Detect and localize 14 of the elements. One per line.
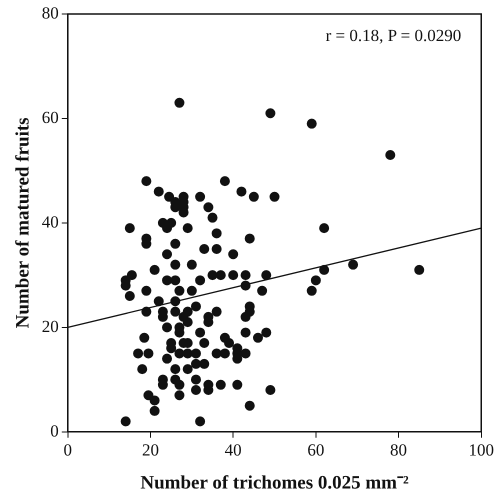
annotation: r = 0.18, P = 0.0290 xyxy=(326,26,462,45)
y-tick-label: 20 xyxy=(42,316,59,336)
y-tick-label: 80 xyxy=(42,3,59,22)
y-tick-label: 40 xyxy=(42,212,59,232)
x-tick-label: 60 xyxy=(307,440,324,460)
x-axis-title: Number of trichomes 0.025 mm⁻² xyxy=(140,472,409,494)
y-tick-label: 0 xyxy=(50,421,59,440)
x-tick-label: 100 xyxy=(468,440,494,460)
x-tick-label: 40 xyxy=(224,440,242,460)
x-tick-label: 20 xyxy=(142,440,159,460)
x-tick-label: 0 xyxy=(64,440,72,460)
y-tick-label: 60 xyxy=(42,108,59,127)
x-tick-label: 80 xyxy=(390,440,408,460)
y-axis-title: Number of matured fruits xyxy=(12,117,34,328)
